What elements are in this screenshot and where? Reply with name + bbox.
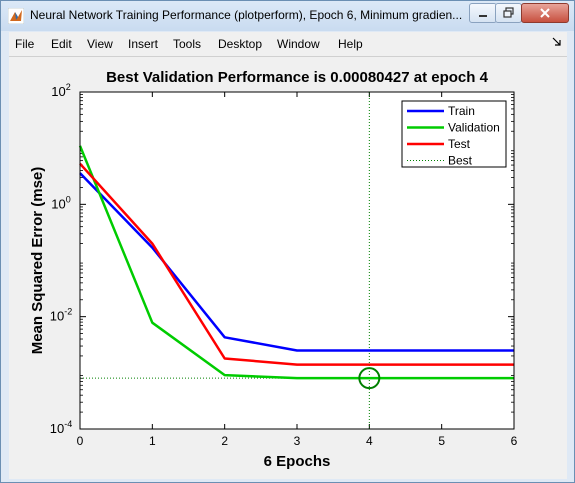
window-title: Neural Network Training Performance (plo… <box>30 8 463 22</box>
restore-button[interactable] <box>495 3 522 23</box>
menu-help[interactable]: Help <box>338 37 363 51</box>
title-bar[interactable]: Neural Network Training Performance (plo… <box>1 1 574 31</box>
chart-title: Best Validation Performance is 0.0008042… <box>106 69 489 86</box>
x-axis-label: 6 Epochs <box>264 453 331 470</box>
series-test-line <box>79 162 514 366</box>
legend-label-validation: Validation <box>448 121 500 135</box>
x-tick-label: 5 <box>438 434 445 448</box>
figure-area: Best Validation Performance is 0.0008042… <box>9 57 567 479</box>
legend-label-best: Best <box>448 154 473 168</box>
y-axis-label: Mean Squared Error (mse) <box>29 167 46 355</box>
y-tick-label: 10-4 <box>50 419 72 436</box>
plot-frame <box>79 91 515 430</box>
restore-icon <box>503 7 514 18</box>
series-validation-line <box>78 145 514 380</box>
series-train-line <box>79 172 514 352</box>
minimize-button[interactable] <box>469 3 497 23</box>
best-point-marker <box>358 367 381 390</box>
y-tick-label: 102 <box>51 82 70 99</box>
legend-label-test: Test <box>448 137 471 151</box>
menu-bar: File Edit View Insert Tools Desktop Wind… <box>9 32 567 57</box>
x-tick-label: 2 <box>221 434 228 448</box>
menu-file[interactable]: File <box>15 37 35 51</box>
x-tick-label: 1 <box>149 434 156 448</box>
menu-tools[interactable]: Tools <box>173 37 202 51</box>
minimize-icon <box>479 15 487 17</box>
y-tick-label: 100 <box>51 194 70 211</box>
matlab-icon <box>8 8 24 24</box>
menu-edit[interactable]: Edit <box>51 37 72 51</box>
x-tick-label: 3 <box>294 434 301 448</box>
menu-view[interactable]: View <box>87 37 113 51</box>
x-tick-label: 4 <box>366 434 373 448</box>
close-button[interactable] <box>521 3 569 23</box>
dock-arrow-icon[interactable] <box>552 37 562 47</box>
menu-insert[interactable]: Insert <box>128 37 159 51</box>
legend: Train Validation Test Best <box>401 100 507 168</box>
menu-window[interactable]: Window <box>277 37 320 51</box>
x-tick-label: 0 <box>77 434 84 448</box>
close-icon <box>540 8 550 18</box>
menu-desktop[interactable]: Desktop <box>218 37 263 51</box>
y-tick-label: 10-2 <box>50 307 72 324</box>
legend-label-train: Train <box>448 104 475 118</box>
performance-chart: Best Validation Performance is 0.0008042… <box>29 69 518 470</box>
x-tick-label: 6 <box>511 434 518 448</box>
